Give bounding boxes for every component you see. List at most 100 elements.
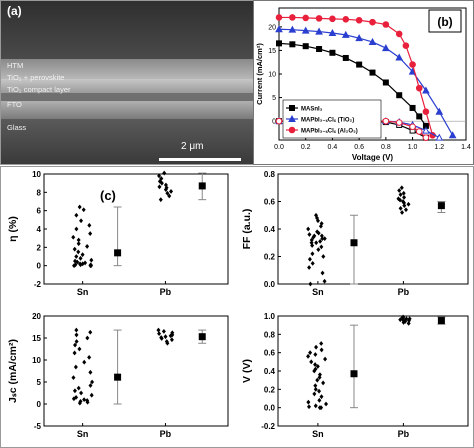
plot-frame [43, 315, 229, 427]
data-point [74, 339, 79, 344]
data-point [315, 15, 323, 22]
layer-label-glass: Glass [7, 123, 27, 132]
data-point [309, 359, 314, 365]
data-point [310, 251, 315, 257]
data-point [79, 390, 84, 396]
data-point [319, 221, 324, 226]
data-point [309, 240, 314, 246]
data-point [85, 335, 90, 341]
data-point [422, 86, 430, 94]
panel-c-border [0, 166, 474, 448]
data-point [76, 249, 81, 255]
y-tick-label: 8 [37, 188, 42, 197]
data-point [89, 257, 94, 263]
data-point [322, 278, 327, 284]
data-point [80, 252, 85, 258]
data-point [329, 15, 336, 23]
data-point [306, 399, 311, 405]
plot-frame [43, 173, 229, 285]
data-point [81, 207, 86, 213]
x-axis-label: Voltage (V) [352, 153, 394, 162]
data-point [276, 40, 282, 47]
sem-layer-fto [1, 101, 253, 119]
data-point [319, 394, 324, 400]
data-point [310, 260, 315, 266]
y-tick-label: 15 [268, 48, 276, 55]
x-tick-label: 0.6 [354, 144, 364, 151]
y-tick-label: 20 [268, 24, 276, 31]
data-point [88, 383, 93, 388]
mean-marker [114, 249, 122, 257]
sem-layer-glass [1, 119, 253, 164]
data-point [395, 30, 403, 38]
y-tick-label: 0.2 [264, 385, 276, 394]
data-point [157, 184, 162, 190]
x-tick-label: 1.4 [461, 144, 471, 151]
y-axis-label: η (%) [7, 216, 19, 242]
y-tick-label: 0 [37, 262, 42, 271]
data-point [409, 61, 416, 68]
data-point [415, 128, 423, 135]
data-point [306, 404, 311, 410]
category-label: Pb [160, 429, 172, 439]
y-tick-label: 1.0 [264, 312, 276, 321]
y-tick-label: 0.6 [264, 349, 276, 358]
y-tick-label: 10 [32, 170, 41, 179]
data-point [307, 256, 312, 262]
y-tick-label: 0.8 [264, 330, 276, 339]
data-point [382, 79, 389, 86]
data-point [406, 320, 411, 326]
data-point [73, 258, 78, 264]
data-point [315, 229, 320, 235]
data-point [158, 197, 163, 203]
data-point [88, 231, 93, 236]
scale-bar [159, 158, 241, 161]
data-point [319, 233, 324, 239]
data-point [342, 54, 349, 61]
data-point [77, 204, 82, 210]
x-tick-label: 1.0 [408, 144, 418, 151]
data-point [382, 117, 390, 125]
data-point [73, 364, 78, 370]
data-point [76, 241, 81, 247]
data-point [85, 244, 90, 249]
data-point [395, 53, 404, 61]
data-point [312, 233, 317, 239]
data-point [369, 18, 376, 26]
data-point [320, 270, 325, 276]
data-point [315, 364, 320, 369]
stat-plot-1: 0.0 0.2 0.4 0.6 0.8 Sn Pb FF (a.u.) [241, 170, 469, 297]
data-point [324, 401, 329, 407]
data-point [398, 205, 403, 211]
data-point [313, 362, 318, 367]
data-point [275, 14, 283, 21]
data-point [301, 26, 310, 34]
data-point [74, 254, 79, 259]
scale-bar-label: 2 μm [181, 141, 204, 152]
y-tick-label: 6 [37, 207, 42, 216]
data-point [341, 30, 350, 38]
data-point [289, 14, 296, 21]
legend: MASnI₃ MAPbI₃₋ₓClₓ (TiO₂) MAPbI₃₋ₓClₓ (Al₂… [282, 99, 382, 139]
category-label: Sn [312, 429, 324, 439]
mean-marker [198, 182, 206, 190]
data-point [314, 344, 319, 350]
legend-swatch-marker [288, 126, 296, 134]
x-tick-label: 0.4 [328, 144, 338, 151]
data-point [396, 92, 403, 99]
data-point [307, 265, 312, 270]
data-point [306, 353, 311, 359]
data-point [308, 281, 313, 287]
data-point [74, 332, 79, 338]
data-point [169, 189, 174, 194]
data-point [88, 369, 93, 375]
data-point [395, 119, 403, 126]
y-axis-label: V (V) [241, 359, 253, 383]
data-point [356, 61, 363, 68]
data-point [319, 347, 324, 353]
plot-frame [277, 315, 469, 427]
data-point [317, 375, 322, 380]
data-point [76, 237, 81, 243]
data-point [72, 263, 77, 269]
panel-c-tag: (c) [100, 188, 116, 203]
